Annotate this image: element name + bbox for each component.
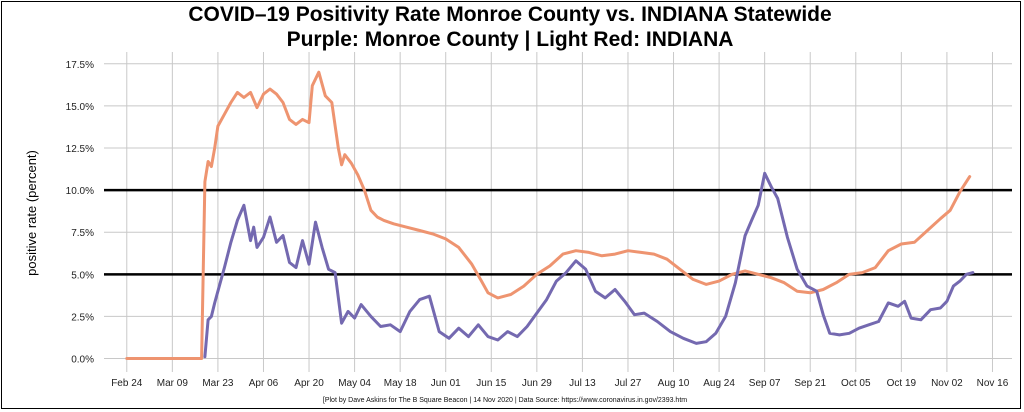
x-tick-label: Jul 13 [569, 378, 596, 389]
x-tick-label: Sep 07 [749, 378, 781, 389]
chart-title: COVID–19 Positivity Rate Monroe County v… [188, 3, 832, 26]
x-tick-label: Feb 24 [111, 378, 143, 389]
x-tick-label: Mar 23 [202, 378, 234, 389]
y-tick-label: 7.5% [71, 228, 94, 239]
x-tick-label: Jun 15 [476, 378, 506, 389]
x-tick-label: Jun 01 [431, 378, 461, 389]
x-tick-label: Sep 21 [794, 378, 826, 389]
y-tick-label: 10.0% [66, 186, 94, 197]
y-tick-label: 0.0% [71, 355, 94, 366]
x-tick-label: Nov 16 [977, 378, 1009, 389]
y-axis-ticks: 0.0% 2.5% 5.0% 7.5% 10.0% 12.5% 15.0% 17.5% [66, 60, 94, 366]
x-tick-label: Jun 29 [522, 378, 552, 389]
x-tick-label: Aug 10 [658, 378, 690, 389]
chart-header: COVID–19 Positivity Rate Monroe County v… [0, 2, 1020, 52]
x-tick-label: Apr 06 [249, 378, 279, 389]
x-tick-label: Mar 09 [157, 378, 189, 389]
x-tick-label: Apr 20 [294, 378, 324, 389]
y-tick-label: 17.5% [66, 60, 94, 71]
monroe-county-series-line [203, 171, 975, 359]
x-axis-ticks: Feb 24 Mar 09 Mar 23 Apr 06 Apr 20 May 04 May … [111, 378, 1009, 389]
y-axis-label: positive rate (percent) [24, 150, 39, 276]
series-lines [125, 70, 975, 360]
x-tick-label: May 18 [384, 378, 417, 389]
x-tick-label: Oct 05 [841, 378, 871, 389]
x-tick-label: May 04 [338, 378, 371, 389]
x-tick-label: Jul 27 [615, 378, 642, 389]
x-tick-label: Aug 24 [703, 378, 735, 389]
y-tick-label: 2.5% [71, 312, 94, 323]
chart-subtitle: Purple: Monroe County | Light Red: INDIA… [286, 28, 734, 51]
x-tick-label: Oct 19 [887, 378, 917, 389]
y-tick-label: 12.5% [66, 144, 94, 155]
y-tick-label: 15.0% [66, 102, 94, 113]
chart-caption: [Plot by Dave Askins for The B Square Be… [323, 397, 687, 404]
indiana-series-line [125, 70, 972, 360]
x-tick-label: Nov 02 [931, 378, 963, 389]
y-tick-label: 5.0% [71, 270, 94, 281]
